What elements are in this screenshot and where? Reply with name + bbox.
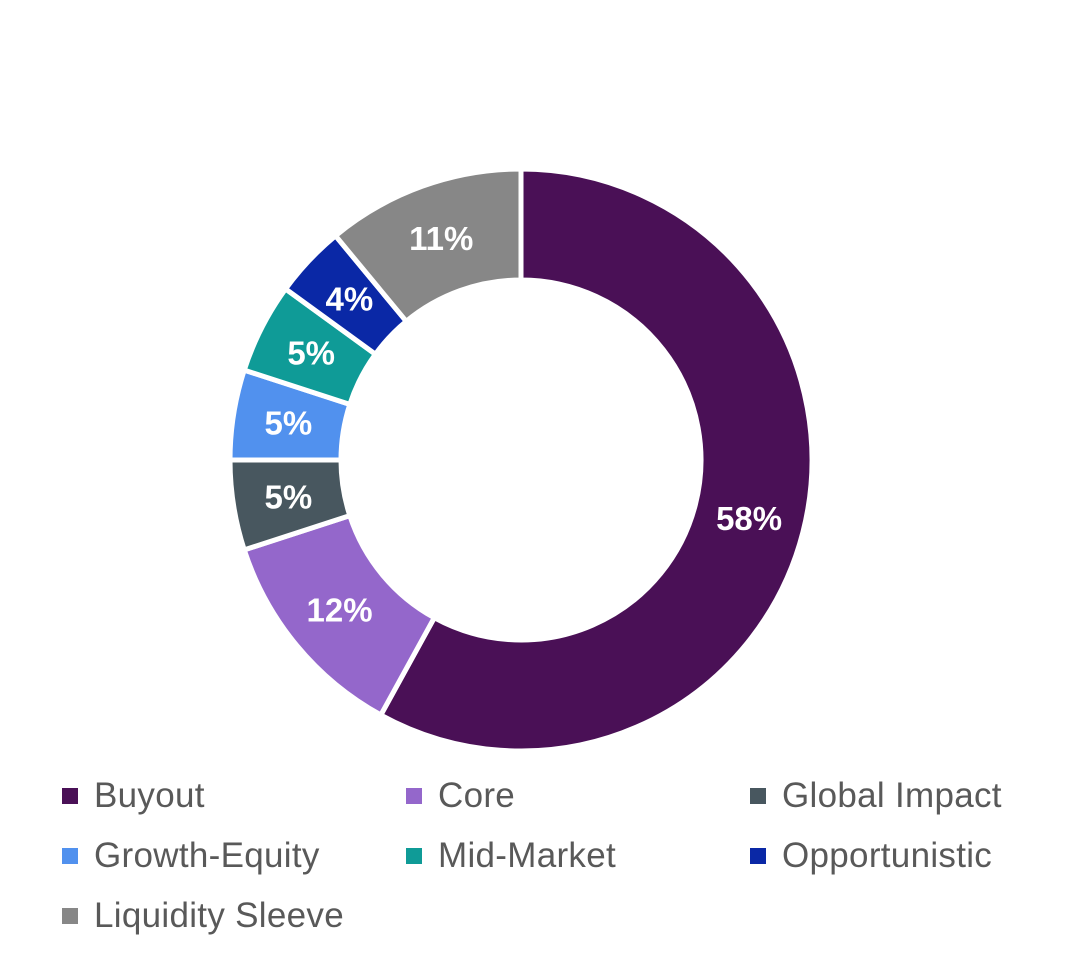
legend-swatch [62, 788, 78, 804]
legend-swatch [62, 848, 78, 864]
legend-swatch [750, 848, 766, 864]
data-label-buyout: 58% [716, 500, 782, 537]
slice-buyout [378, 166, 815, 754]
legend-item-liquidity-sleeve: Liquidity Sleeve [62, 886, 406, 946]
legend-item-opportunistic: Opportunistic [750, 826, 1052, 886]
data-label-growth-equity: 5% [265, 405, 313, 442]
legend-swatch [62, 908, 78, 924]
legend-item-mid-market: Mid-Market [406, 826, 750, 886]
data-label-opportunistic: 4% [325, 280, 373, 317]
data-label-mid-market: 5% [287, 335, 335, 372]
slice-liquidity-sleeve [333, 166, 524, 324]
legend-label: Buyout [94, 776, 205, 815]
donut-plot-area: 58% 12% 5% 5% 5% 4% 11% [230, 166, 815, 754]
chart-legend: Buyout Core Global Impact Growth-Equity Mid-… [62, 766, 1052, 946]
legend-item-core: Core [406, 766, 750, 826]
legend-item-global-impact: Global Impact [750, 766, 1052, 826]
legend-swatch [406, 848, 422, 864]
legend-swatch [406, 788, 422, 804]
data-label-liquidity-sleeve: 11% [409, 220, 473, 257]
legend-label: Mid-Market [438, 836, 617, 875]
legend-label: Global Impact [782, 776, 1002, 815]
data-label-core: 12% [307, 592, 373, 629]
legend-swatch [750, 788, 766, 804]
data-label-global-impact: 5% [265, 478, 313, 515]
legend-item-buyout: Buyout [62, 766, 406, 826]
legend-label: Growth-Equity [94, 836, 320, 875]
legend-label: Core [438, 776, 516, 815]
legend-label: Liquidity Sleeve [94, 896, 344, 935]
legend-item-growth-equity: Growth-Equity [62, 826, 406, 886]
legend-label: Opportunistic [782, 836, 993, 875]
